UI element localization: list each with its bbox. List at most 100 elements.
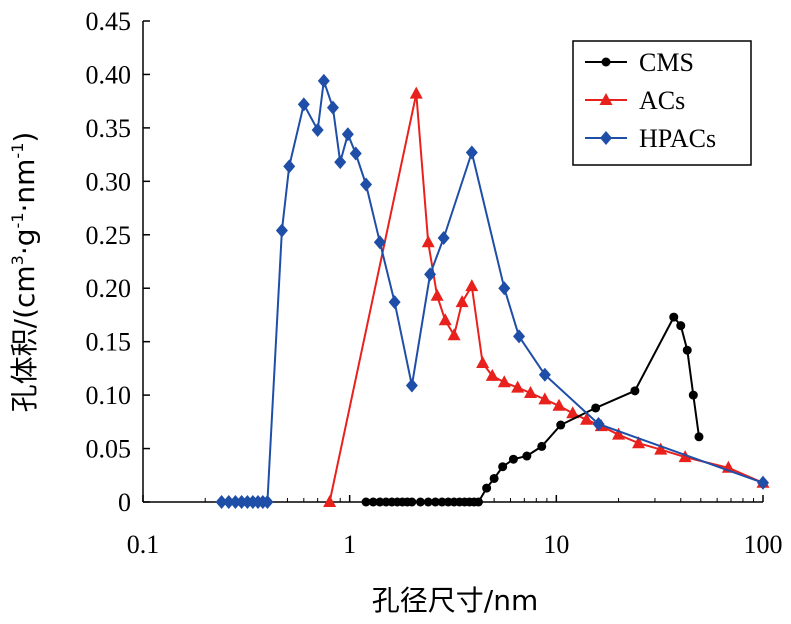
legend-label: CMS bbox=[639, 48, 694, 77]
y-axis-title-part: 孔体积/(cm bbox=[8, 265, 41, 412]
data-point bbox=[317, 73, 330, 88]
data-point bbox=[757, 475, 769, 490]
data-point bbox=[508, 454, 518, 464]
data-point bbox=[415, 497, 425, 507]
data-point bbox=[430, 497, 440, 507]
data-point bbox=[407, 497, 417, 507]
x-axis-title: 孔径尺寸/nm bbox=[372, 584, 538, 617]
data-point bbox=[591, 403, 601, 413]
data-point bbox=[580, 412, 594, 425]
y-tick-label: 0.20 bbox=[86, 274, 132, 303]
series-layer bbox=[215, 73, 770, 509]
data-point bbox=[215, 495, 228, 509]
y-tick-label: 0.25 bbox=[86, 221, 132, 250]
legend-label: HPACs bbox=[639, 124, 716, 153]
data-point bbox=[601, 57, 611, 67]
data-point bbox=[360, 177, 373, 192]
series-hpacs bbox=[215, 73, 769, 509]
axes: 0 0.05 0.10 0.15 0.20 0.25 0.30 0.35 0.40 0.45 0.1… bbox=[86, 7, 783, 559]
data-point bbox=[489, 473, 499, 483]
y-axis-title-part: ·nm bbox=[8, 159, 41, 213]
data-point bbox=[465, 279, 479, 292]
data-point bbox=[498, 462, 508, 472]
data-point bbox=[498, 281, 511, 296]
data-point bbox=[669, 312, 679, 322]
data-point bbox=[694, 432, 704, 442]
data-point bbox=[556, 420, 566, 430]
data-point bbox=[341, 127, 354, 142]
data-point bbox=[368, 497, 378, 507]
data-point bbox=[473, 497, 483, 507]
data-point bbox=[599, 93, 613, 105]
data-point bbox=[405, 378, 418, 393]
y-tick-label: 0.10 bbox=[86, 381, 132, 410]
data-point bbox=[437, 230, 450, 245]
data-point bbox=[538, 392, 552, 405]
y-tick-label: 0.45 bbox=[86, 7, 132, 36]
data-point bbox=[447, 328, 461, 341]
data-point bbox=[438, 313, 452, 326]
series-acs bbox=[323, 86, 770, 507]
data-point bbox=[537, 441, 547, 451]
y-axis-title-part: -1 bbox=[8, 212, 27, 228]
data-point bbox=[334, 155, 347, 170]
data-point bbox=[511, 380, 525, 393]
data-point bbox=[476, 356, 490, 369]
series-cms bbox=[361, 312, 704, 507]
data-point bbox=[485, 368, 499, 381]
data-point bbox=[375, 497, 385, 507]
data-point bbox=[323, 495, 337, 507]
data-point bbox=[682, 345, 692, 355]
y-axis-title-part: -1 bbox=[8, 143, 27, 159]
data-point bbox=[676, 321, 686, 331]
y-axis-title-part: ) bbox=[8, 132, 41, 143]
data-point bbox=[552, 398, 566, 411]
y-tick-label: 0 bbox=[118, 488, 131, 517]
data-point bbox=[437, 497, 447, 507]
y-axis-title: 孔体积/(cm3·g-1·nm-1) bbox=[8, 132, 41, 413]
data-point bbox=[373, 235, 386, 250]
series-line bbox=[366, 316, 700, 503]
data-point bbox=[513, 329, 526, 344]
data-point bbox=[465, 145, 478, 160]
data-point bbox=[600, 131, 612, 145]
x-tick-label: 0.1 bbox=[127, 530, 160, 559]
data-point bbox=[538, 367, 551, 382]
data-point bbox=[361, 497, 371, 507]
data-point bbox=[424, 267, 437, 282]
data-point bbox=[222, 495, 235, 509]
data-point bbox=[688, 390, 698, 400]
data-point bbox=[612, 427, 626, 440]
data-point bbox=[423, 497, 433, 507]
data-point bbox=[283, 159, 296, 174]
y-tick-label: 0.35 bbox=[86, 114, 132, 143]
y-tick-label: 0.40 bbox=[86, 60, 132, 89]
data-point bbox=[261, 495, 274, 509]
data-point bbox=[522, 451, 532, 461]
data-point bbox=[497, 375, 511, 388]
data-point bbox=[275, 223, 288, 238]
data-point bbox=[349, 146, 362, 161]
data-point bbox=[311, 123, 324, 138]
data-point bbox=[632, 436, 646, 449]
data-point bbox=[482, 483, 492, 493]
legend: CMS ACs HPACs bbox=[572, 40, 752, 166]
legend-label: ACs bbox=[639, 86, 685, 115]
y-axis-title-part: 3 bbox=[8, 255, 27, 265]
data-point bbox=[654, 442, 668, 455]
y-tick-label: 0.15 bbox=[86, 328, 132, 357]
data-point bbox=[455, 295, 469, 308]
data-point bbox=[229, 495, 242, 509]
data-point bbox=[409, 86, 423, 99]
y-tick-label: 0.30 bbox=[86, 167, 132, 196]
data-point bbox=[566, 406, 580, 419]
data-point bbox=[678, 450, 692, 463]
data-point bbox=[388, 295, 401, 310]
data-point bbox=[297, 97, 310, 112]
data-point bbox=[430, 288, 444, 301]
data-point bbox=[524, 385, 538, 398]
data-point bbox=[421, 235, 435, 248]
y-tick-label: 0.05 bbox=[86, 435, 132, 464]
y-axis-title-part: ·g bbox=[8, 228, 41, 255]
